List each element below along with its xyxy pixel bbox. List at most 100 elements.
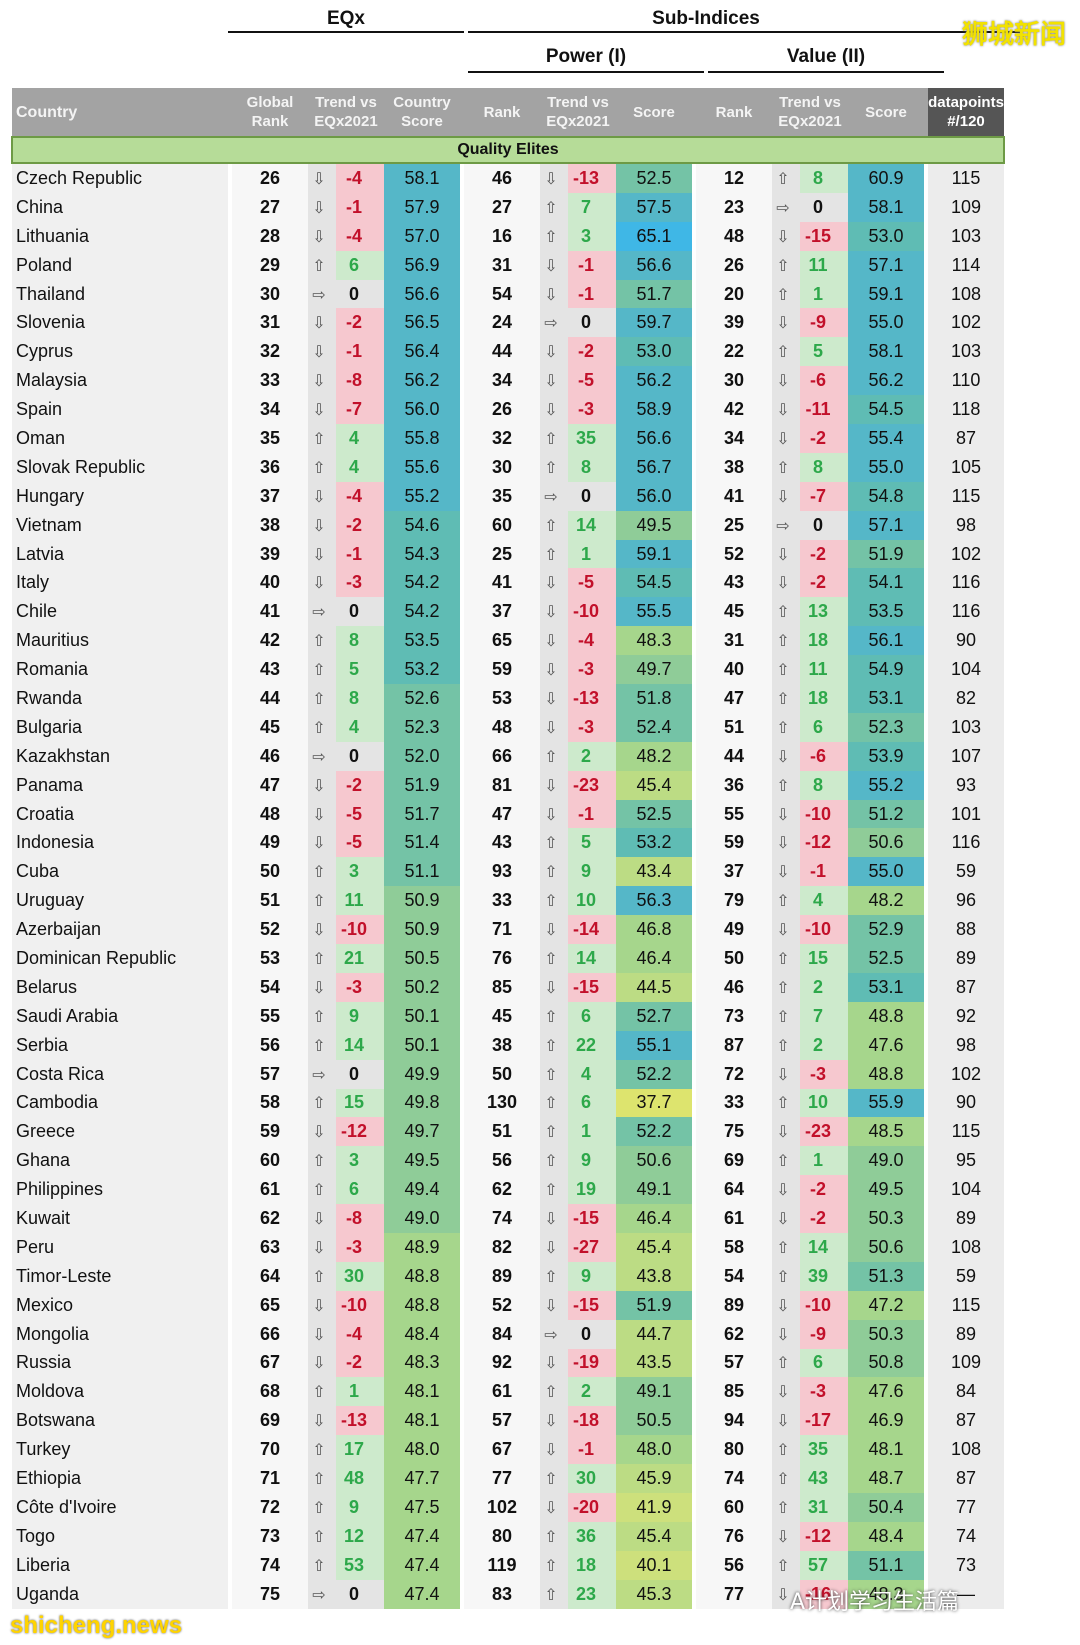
column-gap <box>924 1492 928 1522</box>
arrow-down-icon: ⇩ <box>312 1209 326 1228</box>
power-score: 53.0 <box>616 337 692 367</box>
datapoints: 88 <box>928 915 1004 945</box>
column-gap <box>692 1579 696 1609</box>
global-rank: 43 <box>232 655 308 685</box>
datapoints: 102 <box>928 308 1004 338</box>
arrow-up-icon: ⇧ <box>776 688 790 708</box>
country-score: 56.9 <box>384 250 460 280</box>
table-row: Belarus 54 ⇩ -3 50.2 85 ⇩ -15 44.5 46 ⇧ 2 53.1 87 <box>12 972 1004 1002</box>
arrow-down-icon: ⇩ <box>776 804 790 824</box>
column-gap <box>460 712 464 742</box>
column-gap <box>228 684 232 713</box>
column-gap <box>460 395 464 425</box>
global-trend: ⇩ -2 <box>308 510 384 540</box>
arrow-down-icon: ⇩ <box>312 1122 326 1142</box>
table-row: Timor-Leste 64 ⇧ 30 48.8 89 ⇧ 9 43.8 54 ⇧ 39 51.3 59 <box>12 1261 1004 1291</box>
power-score: 45.4 <box>616 1521 692 1551</box>
global-trend: ⇩ -13 <box>308 1406 384 1436</box>
arrow-up-icon: ⇧ <box>776 602 790 622</box>
country-name: Belarus <box>12 972 228 1002</box>
col-power-rank: Rank <box>464 88 540 137</box>
table-row: Cambodia 58 ⇧ 15 49.8 130 ⇧ 6 37.7 33 ⇧ 10 55.9 90 <box>12 1088 1004 1118</box>
power-score: 53.2 <box>616 828 692 858</box>
value-trend: ⇧ 7 <box>772 1001 848 1031</box>
column-gap <box>228 712 232 742</box>
datapoints: 114 <box>928 250 1004 280</box>
datapoints: 59 <box>928 857 1004 887</box>
value-score: 58.1 <box>848 337 924 367</box>
global-rank: 35 <box>232 424 308 453</box>
power-rank: 119 <box>464 1550 540 1580</box>
column-gap <box>460 163 464 193</box>
table-row: Mexico 65 ⇩ -10 48.8 52 ⇩ -15 51.9 89 ⇩ -10 47.2 115 <box>12 1290 1004 1320</box>
column-gap <box>692 452 696 482</box>
column-gap <box>460 799 464 829</box>
value-rank: 62 <box>696 1319 772 1349</box>
global-rank: 59 <box>232 1117 308 1147</box>
column-gap <box>228 395 232 425</box>
col-country-score: Country Score <box>384 88 460 137</box>
value-score: 53.5 <box>848 597 924 627</box>
col-trend: Trend vs EQx2021 <box>308 88 384 137</box>
power-rank: 37 <box>464 597 540 627</box>
arrow-down-icon: ⇩ <box>544 400 558 420</box>
value-score: 55.0 <box>848 308 924 338</box>
arrow-up-icon: ⇧ <box>776 1469 790 1489</box>
global-trend: ⇧ 8 <box>308 626 384 656</box>
column-gap <box>924 163 928 193</box>
country-score: 54.2 <box>384 597 460 627</box>
global-trend: ⇩ -7 <box>308 395 384 425</box>
column-gap <box>460 1464 464 1493</box>
value-trend: ⇧ 1 <box>772 279 848 309</box>
power-score: 48.3 <box>616 626 692 656</box>
column-gap <box>924 1290 928 1320</box>
value-rank: 12 <box>696 163 772 193</box>
global-trend: ⇩ -3 <box>308 972 384 1002</box>
datapoints: 104 <box>928 655 1004 685</box>
table-row: Liberia 74 ⇧ 53 47.4 119 ⇧ 18 40.1 56 ⇧ 57 51.1 73 <box>12 1550 1004 1580</box>
value-rank: 36 <box>696 770 772 800</box>
datapoints: 89 <box>928 1204 1004 1233</box>
global-trend: ⇩ -1 <box>308 337 384 367</box>
column-gap <box>228 366 232 396</box>
table-row: Costa Rica 57 ⇨ 0 49.9 50 ⇧ 4 52.2 72 ⇩ -3 48.8 102 <box>12 1059 1004 1089</box>
column-gap <box>460 741 464 771</box>
value-rank: 48 <box>696 221 772 251</box>
column-gap <box>228 1261 232 1291</box>
global-rank: 70 <box>232 1435 308 1465</box>
table-row: Saudi Arabia 55 ⇧ 9 50.1 45 ⇧ 6 52.7 73 ⇧ 7 48.8 92 <box>12 1001 1004 1031</box>
value-rank: 77 <box>696 1579 772 1609</box>
column-gap <box>692 1550 696 1580</box>
country-name: Malaysia <box>12 366 228 396</box>
country-score: 50.5 <box>384 944 460 973</box>
value-score: 54.1 <box>848 568 924 598</box>
power-score: 56.2 <box>616 366 692 396</box>
value-rank: 61 <box>696 1204 772 1233</box>
datapoints: 115 <box>928 163 1004 193</box>
column-gap <box>692 1146 696 1176</box>
power-rank: 35 <box>464 481 540 511</box>
global-rank: 32 <box>232 337 308 367</box>
power-trend: ⇧ 14 <box>540 510 616 540</box>
column-gap <box>692 163 696 193</box>
arrow-down-icon: ⇩ <box>544 1209 558 1228</box>
column-gap <box>924 741 928 771</box>
column-gap <box>924 799 928 829</box>
column-gap <box>228 972 232 1002</box>
column-gap <box>692 799 696 829</box>
arrow-up-icon: ⇧ <box>312 660 326 680</box>
column-gap <box>228 1175 232 1205</box>
power-score: 54.5 <box>616 568 692 598</box>
power-trend: ⇧ 7 <box>540 192 616 222</box>
power-score: 44.7 <box>616 1319 692 1349</box>
global-rank: 53 <box>232 944 308 973</box>
column-gap <box>228 944 232 973</box>
power-score: 43.5 <box>616 1348 692 1378</box>
column-gap <box>460 770 464 800</box>
arrow-down-icon: ⇩ <box>544 284 558 304</box>
value-rank: 73 <box>696 1001 772 1031</box>
column-gap <box>924 1435 928 1465</box>
column-gap <box>924 1579 928 1609</box>
column-gap <box>692 597 696 627</box>
global-rank: 69 <box>232 1406 308 1436</box>
